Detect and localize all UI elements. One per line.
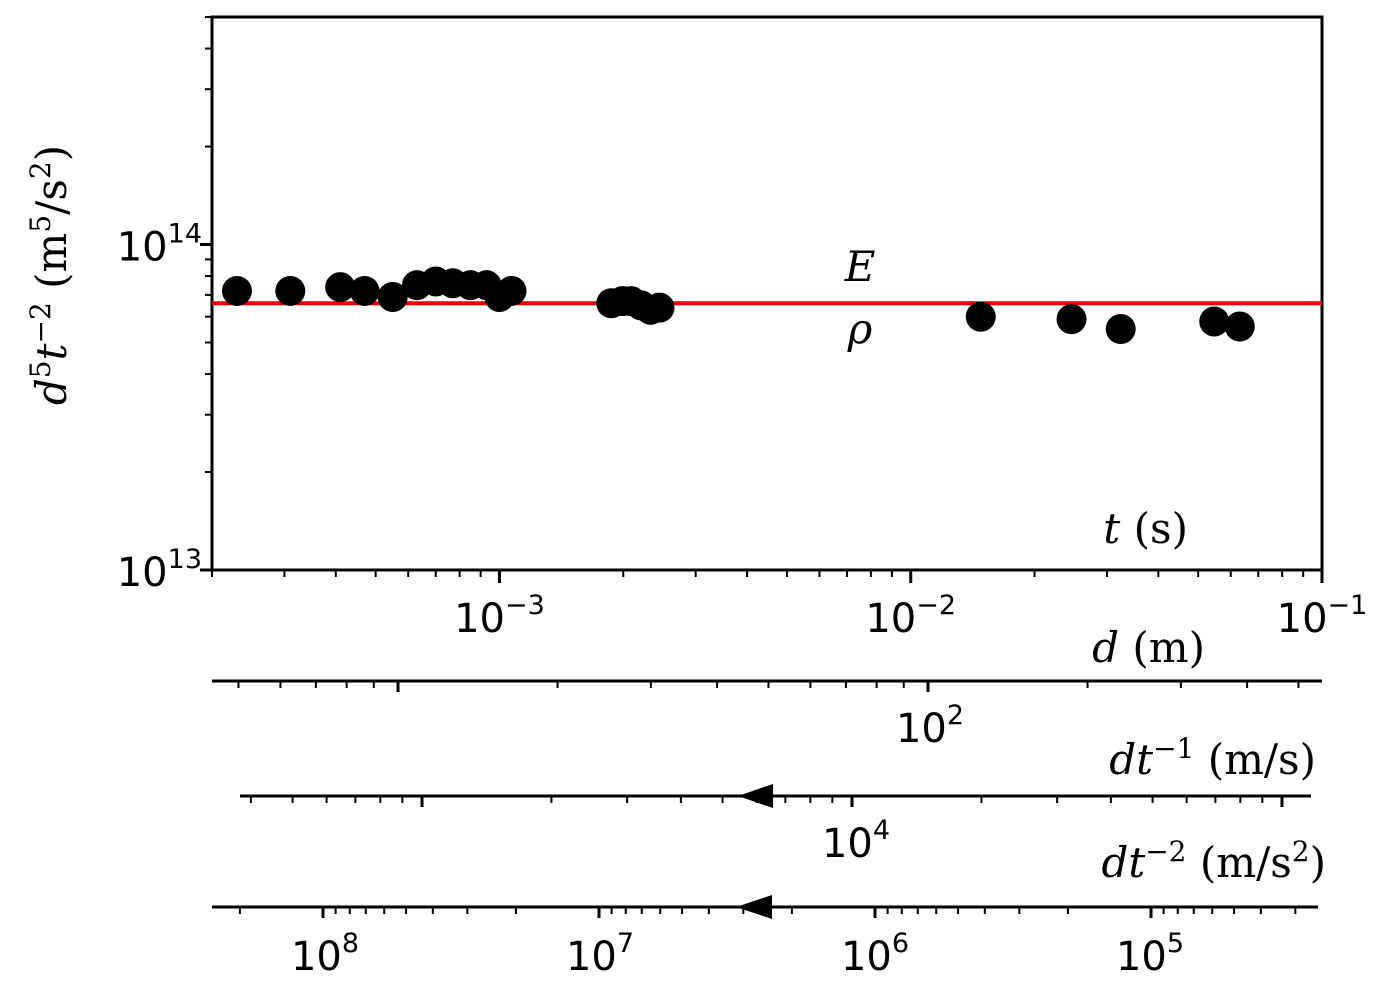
y-minor-ticks bbox=[205, 16, 212, 474]
secondary-axis-label-acceleration: dt−2 (m/s2) bbox=[1101, 835, 1326, 887]
secondary-tick-label-acceleration: 105 bbox=[1116, 928, 1184, 980]
secondary-tick-label-d: 102 bbox=[896, 700, 964, 752]
secondary-tick-label-acceleration: 108 bbox=[291, 928, 359, 980]
secondary-axis-ticks-velocity bbox=[249, 796, 1284, 807]
data-point bbox=[349, 275, 380, 306]
x-tick-label: 10−3 bbox=[454, 590, 545, 642]
data-point bbox=[1105, 314, 1136, 345]
data-point bbox=[377, 281, 408, 312]
secondary-tick-label-velocity: 104 bbox=[822, 815, 890, 867]
plot-frame bbox=[210, 15, 1324, 572]
x-ticks: 10−3 10−2 10−1 bbox=[454, 570, 1367, 642]
secondary-tick-label-acceleration: 106 bbox=[841, 928, 909, 980]
data-point bbox=[1199, 306, 1230, 337]
secondary-axis-label-d: d (m) bbox=[1092, 623, 1205, 672]
data-point bbox=[496, 275, 527, 306]
data-point bbox=[644, 292, 675, 323]
data-point bbox=[325, 272, 356, 303]
data-point bbox=[965, 301, 996, 332]
y-axis-label: d5t−2 (m5/s2) bbox=[24, 145, 76, 405]
annotation-energy: E bbox=[844, 242, 876, 291]
y-ticks: 1013 1014 bbox=[117, 219, 212, 596]
data-point bbox=[1056, 304, 1087, 335]
arrow-velocity-icon bbox=[738, 784, 773, 808]
secondary-tick-label-acceleration: 107 bbox=[566, 928, 634, 980]
secondary-axes: d (m) 102 dt−1 (m/s) 104 dt−2 (m/s2) 108… bbox=[212, 623, 1326, 980]
y-tick-label: 1013 bbox=[117, 544, 202, 596]
annotation-density: ρ bbox=[847, 304, 873, 353]
x-tick-label: 10−2 bbox=[865, 590, 956, 642]
arrow-acceleration-icon bbox=[736, 895, 772, 919]
secondary-axis-ticks-acceleration bbox=[238, 907, 1297, 918]
data-point bbox=[275, 275, 306, 306]
secondary-tick-labels-acceleration: 108 107 106 105 bbox=[291, 928, 1184, 980]
x-axis-label: t (s) bbox=[1103, 504, 1188, 553]
data-point bbox=[221, 275, 252, 306]
main-plot: 1013 1014 10−3 10−2 10−1 E ρ t (s) d5t−2 (m… bbox=[24, 15, 1367, 642]
secondary-axis-label-velocity: dt−1 (m/s) bbox=[1109, 732, 1316, 784]
y-tick-label: 1014 bbox=[117, 219, 202, 271]
data-points bbox=[221, 266, 1255, 345]
secondary-axis-ticks-d bbox=[237, 681, 1300, 692]
data-point bbox=[1224, 311, 1255, 342]
x-tick-label: 10−1 bbox=[1277, 590, 1368, 642]
